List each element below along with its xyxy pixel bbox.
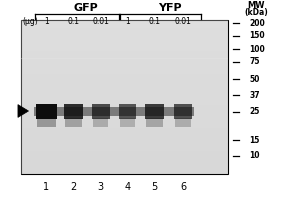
Bar [21, 151, 228, 159]
Text: GFP: GFP [73, 3, 98, 13]
Bar [119, 104, 136, 118]
Text: 4: 4 [124, 182, 130, 192]
Bar [21, 89, 228, 97]
Text: 15: 15 [250, 136, 260, 145]
Bar [21, 82, 228, 89]
Bar [21, 74, 228, 82]
Text: 0.1: 0.1 [148, 17, 160, 25]
Text: 200: 200 [250, 19, 266, 27]
Bar [120, 118, 135, 128]
Bar [146, 118, 163, 128]
Bar [36, 104, 57, 118]
Text: 37: 37 [250, 91, 260, 100]
Bar [93, 118, 108, 128]
Text: 50: 50 [250, 74, 260, 84]
Bar [21, 105, 228, 112]
Text: 25: 25 [250, 108, 260, 116]
Text: 0.01: 0.01 [92, 17, 109, 25]
Bar [21, 20, 228, 174]
Bar [21, 136, 228, 143]
Text: (μg): (μg) [22, 17, 38, 25]
Bar [145, 104, 164, 118]
Text: 1: 1 [125, 17, 130, 25]
Bar [21, 58, 228, 66]
Bar [21, 120, 228, 128]
Text: 5: 5 [152, 182, 158, 192]
Text: 75: 75 [250, 57, 260, 66]
Bar [37, 118, 56, 128]
Text: 1: 1 [44, 182, 50, 192]
Bar [175, 118, 191, 128]
Bar [21, 35, 228, 43]
Bar [21, 43, 228, 51]
Text: 0.1: 0.1 [68, 17, 80, 25]
Text: MW: MW [248, 0, 265, 9]
Bar [21, 51, 228, 58]
Bar [65, 118, 82, 128]
Bar [21, 20, 228, 28]
Text: 100: 100 [250, 45, 266, 53]
Bar [174, 104, 192, 118]
Bar [34, 106, 194, 116]
Text: 150: 150 [250, 31, 265, 40]
Text: 0.01: 0.01 [175, 17, 191, 25]
Polygon shape [18, 105, 28, 117]
Text: (kDa): (kDa) [244, 7, 268, 17]
Bar [21, 66, 228, 74]
Text: 10: 10 [250, 151, 260, 160]
Bar [21, 166, 228, 174]
Bar [21, 28, 228, 35]
Text: 2: 2 [70, 182, 76, 192]
Bar [21, 112, 228, 120]
Text: YFP: YFP [158, 3, 181, 13]
Bar [64, 104, 83, 118]
Text: 3: 3 [98, 182, 103, 192]
Text: 1: 1 [44, 17, 49, 25]
Bar [21, 128, 228, 136]
Bar [21, 97, 228, 105]
Bar [21, 143, 228, 151]
Bar [21, 159, 228, 166]
Bar [92, 104, 110, 118]
Text: 6: 6 [180, 182, 186, 192]
